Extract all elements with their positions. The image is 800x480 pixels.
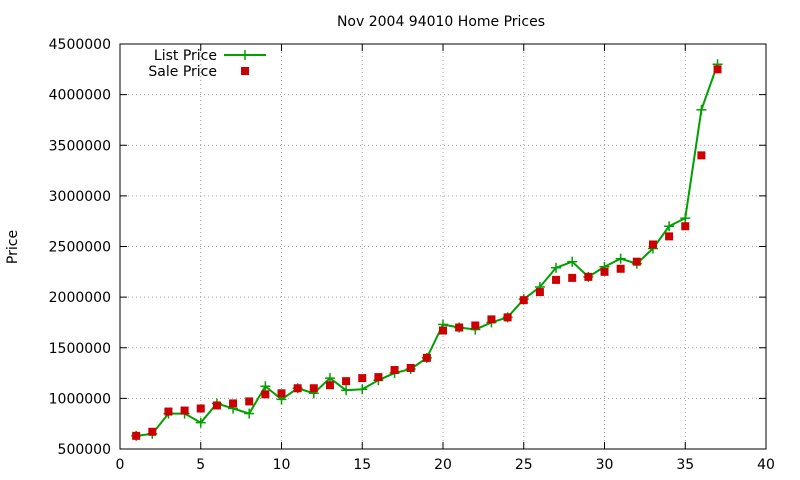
- sale-price-point: [212, 401, 221, 410]
- sale-price-point: [665, 232, 674, 241]
- series-list-price: [131, 59, 723, 441]
- sale-price-point: [713, 65, 722, 74]
- x-tick-label: 15: [353, 457, 371, 473]
- sale-price-point: [552, 275, 561, 284]
- sale-price-point: [180, 406, 189, 415]
- sale-price-point: [616, 264, 625, 273]
- sale-price-point: [584, 272, 593, 281]
- y-tick-label: 1000000: [49, 391, 111, 407]
- grid-lines: [120, 44, 766, 449]
- sale-price-point: [374, 373, 383, 382]
- y-tick-label: 3000000: [49, 189, 111, 205]
- list-price-point: [680, 213, 691, 224]
- tick-labels: 0 5 10 15 20 25 30 35 40 500000 1000000 1500000 2000…: [49, 37, 775, 473]
- list-price-point: [260, 381, 271, 392]
- legend-square-marker: [241, 67, 249, 75]
- sale-price-point: [390, 366, 399, 375]
- sale-price-point: [422, 353, 431, 362]
- list-price-point: [551, 262, 562, 273]
- sale-price-point: [406, 364, 415, 372]
- sale-price-point: [681, 222, 690, 231]
- sale-price-point: [325, 381, 334, 390]
- y-tick-label: 3500000: [49, 138, 111, 154]
- x-tick-label: 0: [116, 457, 125, 473]
- sale-price-point: [632, 257, 641, 266]
- y-tick-label: 4500000: [49, 37, 111, 53]
- axes: [119, 43, 767, 450]
- sale-price-point: [164, 407, 173, 416]
- sale-price-point: [648, 240, 657, 249]
- sale-price-point: [535, 288, 544, 297]
- x-tick-label: 20: [434, 457, 452, 473]
- legend-plus-marker: [240, 50, 250, 60]
- chart-title: Nov 2004 94010 Home Prices: [337, 14, 545, 30]
- list-price-point: [357, 384, 368, 395]
- list-price-point: [195, 417, 206, 428]
- sale-price-point: [229, 399, 238, 408]
- sale-price-point: [342, 377, 351, 386]
- y-axis-label: Price: [5, 230, 21, 264]
- series-sale-price: [132, 65, 722, 440]
- sale-price-point: [132, 431, 141, 440]
- sale-price-point: [471, 321, 480, 330]
- list-price-point: [244, 408, 255, 419]
- sale-price-point: [455, 323, 464, 332]
- sale-price-point: [148, 427, 157, 436]
- x-tick-label: 30: [596, 457, 614, 473]
- sale-price-point: [261, 390, 270, 399]
- sale-price-point: [697, 151, 706, 160]
- sale-price-point: [245, 397, 254, 406]
- sale-price-point: [519, 296, 528, 305]
- x-tick-label: 5: [196, 457, 205, 473]
- legend-label: List Price: [154, 48, 217, 64]
- x-tick-label: 25: [515, 457, 533, 473]
- x-tick-label: 40: [757, 457, 775, 473]
- sale-price-point: [196, 404, 205, 413]
- sale-price-point: [309, 384, 318, 393]
- list-price-point: [615, 253, 626, 264]
- y-tick-label: 500000: [58, 442, 111, 458]
- sale-price-point: [600, 267, 609, 276]
- y-tick-label: 1500000: [49, 341, 111, 357]
- y-tick-label: 2000000: [49, 290, 111, 306]
- list-price-point: [664, 221, 675, 232]
- sale-price-point: [358, 374, 367, 383]
- sale-price-point: [293, 384, 302, 393]
- list-price-point: [341, 385, 352, 396]
- sale-price-point: [487, 315, 496, 324]
- list-price-line: [136, 63, 719, 437]
- sale-price-point: [277, 389, 286, 398]
- sale-price-point: [568, 273, 577, 282]
- sale-price-point: [503, 313, 512, 322]
- y-tick-label: 4000000: [49, 88, 111, 104]
- list-price-point: [567, 256, 578, 267]
- x-tick-label: 10: [273, 457, 291, 473]
- list-price-point: [696, 104, 707, 115]
- data-series: [131, 59, 723, 441]
- sale-price-point: [439, 326, 447, 335]
- x-tick-label: 35: [676, 457, 694, 473]
- y-tick-label: 2500000: [49, 240, 111, 256]
- legend-label: Sale Price: [148, 64, 217, 80]
